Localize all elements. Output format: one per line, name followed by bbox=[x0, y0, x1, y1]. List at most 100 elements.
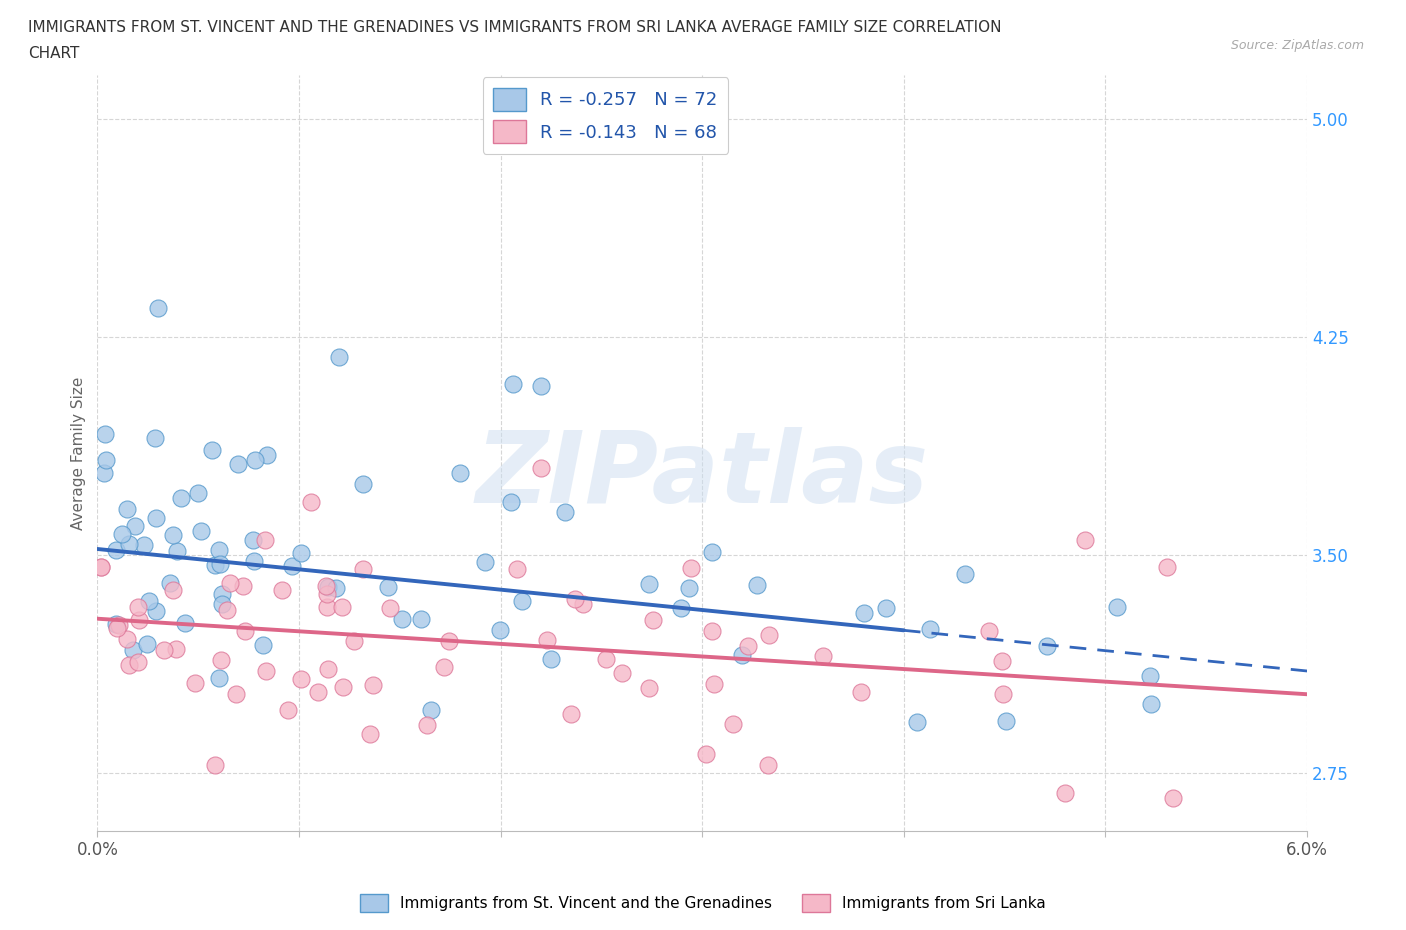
Point bbox=[991, 686, 1014, 701]
Point bbox=[506, 562, 529, 577]
Point bbox=[502, 377, 524, 392]
Point bbox=[218, 575, 240, 590]
Point bbox=[143, 431, 166, 445]
Point bbox=[564, 591, 586, 606]
Point bbox=[1140, 697, 1163, 711]
Point bbox=[243, 553, 266, 568]
Point bbox=[700, 545, 723, 560]
Point bbox=[560, 707, 582, 722]
Point bbox=[679, 561, 702, 576]
Point bbox=[343, 633, 366, 648]
Point bbox=[731, 648, 754, 663]
Point bbox=[316, 661, 339, 676]
Point bbox=[225, 686, 247, 701]
Point bbox=[201, 443, 224, 458]
Point bbox=[94, 427, 117, 442]
Point bbox=[852, 605, 875, 620]
Point bbox=[233, 624, 256, 639]
Point bbox=[96, 452, 118, 467]
Point bbox=[217, 603, 239, 618]
Legend: Immigrants from St. Vincent and the Grenadines, Immigrants from Sri Lanka: Immigrants from St. Vincent and the Gren… bbox=[354, 888, 1052, 918]
Point bbox=[208, 671, 231, 685]
Point bbox=[905, 715, 928, 730]
Point bbox=[612, 666, 634, 681]
Point bbox=[512, 593, 534, 608]
Point bbox=[93, 465, 115, 480]
Point bbox=[118, 537, 141, 551]
Point bbox=[211, 587, 233, 602]
Point bbox=[108, 618, 131, 632]
Point bbox=[111, 527, 134, 542]
Text: IMMIGRANTS FROM ST. VINCENT AND THE GRENADINES VS IMMIGRANTS FROM SRI LANKA AVER: IMMIGRANTS FROM ST. VINCENT AND THE GREN… bbox=[28, 20, 1001, 35]
Point bbox=[678, 580, 700, 595]
Point bbox=[138, 594, 160, 609]
Point bbox=[530, 460, 553, 475]
Point bbox=[419, 703, 441, 718]
Point bbox=[132, 538, 155, 552]
Point bbox=[1107, 600, 1129, 615]
Point bbox=[290, 672, 312, 687]
Point bbox=[166, 543, 188, 558]
Point bbox=[391, 611, 413, 626]
Point bbox=[554, 505, 576, 520]
Text: Source: ZipAtlas.com: Source: ZipAtlas.com bbox=[1230, 39, 1364, 52]
Point bbox=[127, 599, 149, 614]
Point bbox=[271, 582, 294, 597]
Point bbox=[359, 727, 381, 742]
Point bbox=[1054, 786, 1077, 801]
Point bbox=[290, 546, 312, 561]
Point bbox=[811, 649, 834, 664]
Point bbox=[316, 579, 339, 594]
Point bbox=[208, 557, 231, 572]
Point bbox=[328, 350, 350, 365]
Point bbox=[918, 622, 941, 637]
Point bbox=[332, 680, 354, 695]
Point bbox=[146, 300, 169, 315]
Point bbox=[756, 757, 779, 772]
Point bbox=[489, 623, 512, 638]
Point bbox=[572, 597, 595, 612]
Point bbox=[254, 532, 277, 547]
Point bbox=[979, 624, 1001, 639]
Point bbox=[307, 684, 329, 699]
Point bbox=[995, 713, 1018, 728]
Point bbox=[169, 490, 191, 505]
Point bbox=[536, 632, 558, 647]
Point bbox=[637, 681, 659, 696]
Point bbox=[330, 600, 353, 615]
Point bbox=[204, 757, 226, 772]
Point bbox=[122, 643, 145, 658]
Point bbox=[211, 596, 233, 611]
Point bbox=[187, 485, 209, 500]
Point bbox=[124, 519, 146, 534]
Point bbox=[90, 560, 112, 575]
Point bbox=[118, 658, 141, 672]
Point bbox=[530, 379, 553, 393]
Text: ZIPatlas: ZIPatlas bbox=[475, 427, 929, 525]
Point bbox=[700, 624, 723, 639]
Point bbox=[540, 652, 562, 667]
Point bbox=[226, 457, 249, 472]
Point bbox=[135, 637, 157, 652]
Point bbox=[153, 643, 176, 658]
Point bbox=[162, 527, 184, 542]
Point bbox=[256, 447, 278, 462]
Point bbox=[1074, 533, 1097, 548]
Point bbox=[242, 532, 264, 547]
Point bbox=[1161, 790, 1184, 805]
Point bbox=[159, 576, 181, 591]
Point bbox=[411, 611, 433, 626]
Point bbox=[352, 477, 374, 492]
Point bbox=[174, 615, 197, 630]
Point bbox=[758, 628, 780, 643]
Point bbox=[595, 652, 617, 667]
Point bbox=[745, 578, 768, 592]
Point bbox=[209, 653, 232, 668]
Point bbox=[377, 579, 399, 594]
Point bbox=[315, 578, 337, 593]
Point bbox=[703, 676, 725, 691]
Point bbox=[115, 501, 138, 516]
Point bbox=[501, 495, 523, 510]
Point bbox=[1139, 668, 1161, 683]
Point bbox=[277, 702, 299, 717]
